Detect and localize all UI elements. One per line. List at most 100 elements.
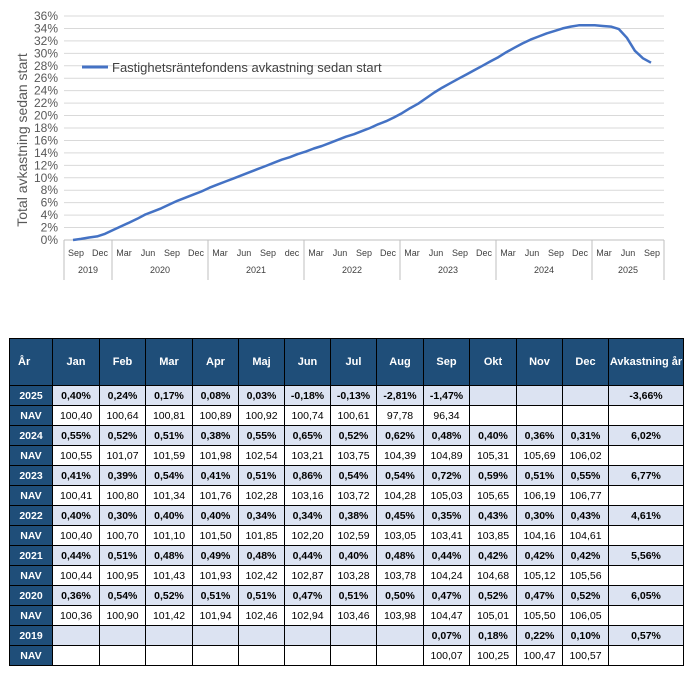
table-cell: 106,02 (562, 445, 609, 466)
table-cell: 102,42 (238, 565, 285, 586)
x-tick-label: Sep (644, 248, 660, 258)
annual-return-cell: 5,56% (608, 545, 684, 566)
table-cell: 0,44% (52, 545, 100, 566)
table-cell: 0,35% (423, 505, 470, 526)
row-label: 2025 (9, 385, 53, 406)
table-cell: 0,54% (376, 465, 424, 486)
column-header: Jul (330, 338, 377, 386)
x-tick-label: Sep (452, 248, 468, 258)
annual-return-cell (608, 405, 684, 426)
table-cell (99, 625, 146, 646)
column-header: Nov (516, 338, 563, 386)
table-cell: 102,87 (284, 565, 331, 586)
row-label: NAV (9, 605, 53, 626)
legend: Fastighetsräntefondens avkastning sedan … (82, 60, 382, 75)
column-header: Okt (469, 338, 517, 386)
table-cell: 0,51% (516, 465, 563, 486)
table-cell: -2,81% (376, 385, 424, 406)
table-cell: 0,42% (516, 545, 563, 566)
table-cell: 104,16 (516, 525, 563, 546)
table-cell: 104,39 (376, 445, 424, 466)
x-tick-label: Dec (92, 248, 109, 258)
y-tick-label: 36% (34, 9, 58, 23)
table-cell: 0,41% (192, 465, 239, 486)
table-cell: 0,17% (145, 385, 193, 406)
x-tick-label: Sep (260, 248, 276, 258)
table-cell: 0,36% (516, 425, 563, 446)
row-label: NAV (9, 405, 53, 426)
table-cell: 101,85 (238, 525, 285, 546)
table-cell: 100,40 (52, 405, 100, 426)
x-tick-label: Jun (141, 248, 156, 258)
row-label: 2020 (9, 585, 53, 606)
annual-return-cell (608, 565, 684, 586)
column-header: År (9, 338, 53, 386)
table-cell: 102,28 (238, 485, 285, 506)
table-cell: 102,20 (284, 525, 331, 546)
table-cell: 0,55% (52, 425, 100, 446)
table-cell (562, 405, 609, 426)
row-label: 2019 (9, 625, 53, 646)
y-tick-label: 32% (34, 34, 58, 48)
table-cell: 100,95 (99, 565, 146, 586)
table-cell: 0,54% (330, 465, 377, 486)
table-cell: 102,94 (284, 605, 331, 626)
table-cell: 103,85 (469, 525, 517, 546)
returns-table: År Jan Feb Mar Apr Maj Jun Jul Aug Sep Okt Nov Dec Av… (9, 338, 684, 666)
table-cell (376, 645, 424, 666)
table-cell: 100,55 (52, 445, 100, 466)
table-cell: 100,74 (284, 405, 331, 426)
table-cell: -0,18% (284, 385, 331, 406)
table-cell: 0,36% (52, 585, 100, 606)
table-cell: 103,75 (330, 445, 377, 466)
table-cell: 101,42 (145, 605, 193, 626)
table-cell: 101,98 (192, 445, 239, 466)
table-cell (376, 625, 424, 646)
y-tick-label: 30% (34, 46, 58, 60)
table-cell: 104,28 (376, 485, 424, 506)
table-cell: 0,44% (423, 545, 470, 566)
table-cell: 0,22% (516, 625, 563, 646)
x-tick-label: Dec (380, 248, 397, 258)
year-label: 2023 (438, 265, 458, 275)
x-tick-label: Mar (404, 248, 420, 258)
table-cell (469, 405, 517, 426)
table-cell: 100,80 (99, 485, 146, 506)
table-cell: 0,40% (52, 385, 100, 406)
annual-return-cell (608, 485, 684, 506)
table-cell: 0,55% (562, 465, 609, 486)
column-header: Avkastning år (608, 338, 684, 386)
table-cell: 0,30% (516, 505, 563, 526)
table-cell: 0,52% (469, 585, 517, 606)
table-cell: 0,48% (145, 545, 193, 566)
y-tick-label: 16% (34, 133, 58, 147)
y-tick-label: 26% (34, 71, 58, 85)
table-cell: 105,65 (469, 485, 517, 506)
row-label: NAV (9, 645, 53, 666)
annual-return-cell: 0,57% (608, 625, 684, 646)
annual-return-cell (608, 645, 684, 666)
x-tick-label: Dec (188, 248, 205, 258)
y-tick-label: 6% (41, 196, 59, 210)
table-cell: 0,48% (238, 545, 285, 566)
nav-row: NAV 100,07 100,25 100,47 100,57 (9, 645, 684, 666)
table-cell: 0,08% (192, 385, 239, 406)
chart-gridlines (64, 15, 664, 241)
x-tick-label: Mar (116, 248, 132, 258)
table-cell: 0,40% (192, 505, 239, 526)
table-cell: 101,59 (145, 445, 193, 466)
table-cell (99, 645, 146, 666)
table-body: 2025 0,40% 0,24% 0,17% 0,08% 0,03% -0,18% -0,13… (9, 385, 684, 666)
y-tick-label: 20% (34, 109, 58, 123)
table-cell: 102,59 (330, 525, 377, 546)
table-cell: 101,34 (145, 485, 193, 506)
x-axis: Sep Dec Mar Jun Sep Dec Mar Jun Sep dec Mar Jun Sep D… (63, 239, 665, 280)
series-line (72, 24, 652, 242)
table-cell (516, 385, 563, 406)
y-tick-label: 34% (34, 21, 58, 35)
table-cell: 0,40% (469, 425, 517, 446)
table-cell: 103,41 (423, 525, 470, 546)
table-cell: 101,93 (192, 565, 239, 586)
nav-row: NAV 100,44 100,95 101,43 101,93 102,42 102,87 1… (9, 565, 684, 586)
table-cell: 0,38% (192, 425, 239, 446)
